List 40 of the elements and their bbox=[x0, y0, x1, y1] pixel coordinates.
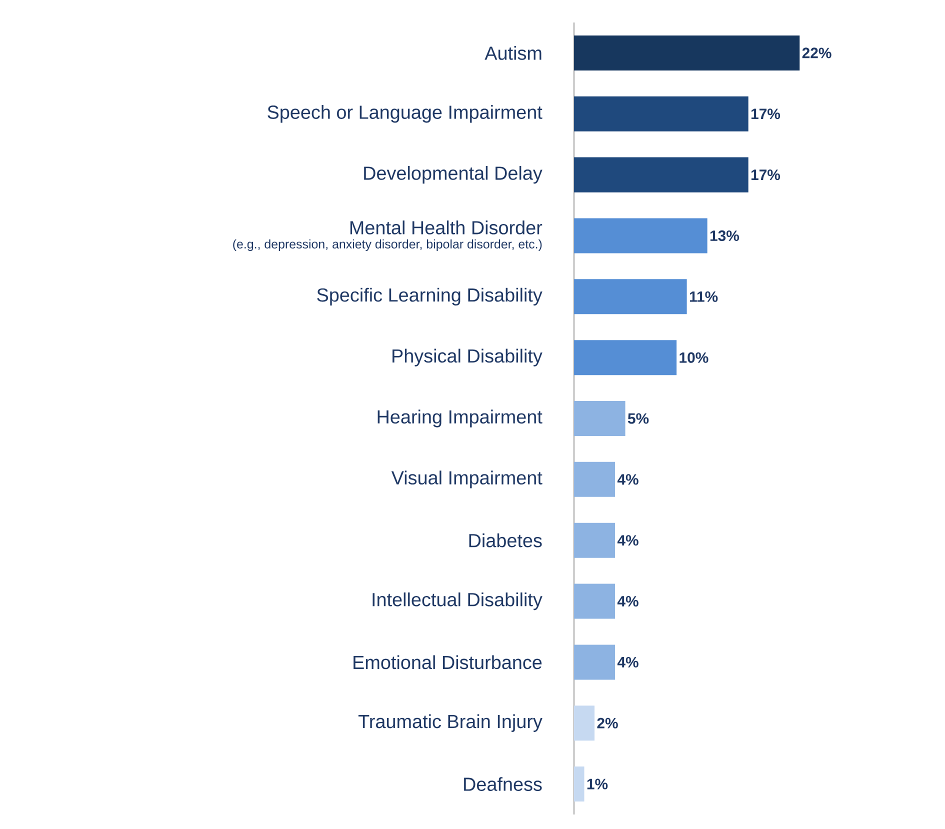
bar bbox=[574, 279, 687, 314]
bar bbox=[574, 218, 708, 254]
bar bbox=[574, 462, 616, 497]
y-tick-label: Diabetes bbox=[469, 533, 542, 548]
bar bbox=[574, 644, 616, 680]
data-label: 5% bbox=[628, 413, 649, 424]
y-tick-label: Mental Health Disorder bbox=[350, 220, 542, 234]
data-label: 4% bbox=[617, 535, 638, 546]
y-tick-label: Deafness bbox=[464, 777, 542, 791]
bar bbox=[574, 35, 800, 70]
y-tick-label: Intellectual Disability bbox=[372, 592, 542, 610]
data-label: 4% bbox=[617, 474, 638, 485]
data-label: 17% bbox=[751, 170, 780, 180]
bar bbox=[574, 522, 616, 558]
data-label: 17% bbox=[751, 108, 780, 120]
data-label: 10% bbox=[680, 352, 708, 363]
data-label: 13% bbox=[710, 230, 740, 242]
bar bbox=[574, 401, 626, 436]
y-tick-label: Traumatic Brain Injury bbox=[358, 714, 542, 732]
data-label: 2% bbox=[597, 718, 618, 728]
y-tick-label: Hearing Impairment bbox=[378, 410, 542, 428]
y-tick-label: Emotional Disturbance bbox=[354, 655, 542, 670]
bar bbox=[574, 706, 595, 741]
bar bbox=[574, 766, 584, 802]
bar bbox=[574, 340, 677, 376]
text: (e.g., depression, anxiety disorder, bipolar disorder, etc.) bbox=[233, 239, 542, 251]
data-label: 4% bbox=[617, 656, 638, 668]
data-label: 1% bbox=[587, 778, 608, 790]
bar bbox=[574, 584, 616, 619]
y-tick-label: Physical Disability bbox=[392, 348, 542, 366]
data-label: 22% bbox=[802, 48, 832, 58]
y-tick-label: Visual Impairment bbox=[391, 470, 542, 488]
bar bbox=[574, 96, 748, 132]
y-tick-label: Speech or Language Impairment bbox=[268, 105, 542, 123]
data-label: 4% bbox=[617, 596, 638, 607]
data-label: 11% bbox=[690, 291, 718, 302]
y-tick-label: Specific Learning Disability bbox=[317, 288, 542, 306]
y-tick-label: Autism bbox=[484, 46, 542, 60]
y-tick-label: Developmental Delay bbox=[364, 166, 542, 184]
bar bbox=[574, 157, 748, 192]
